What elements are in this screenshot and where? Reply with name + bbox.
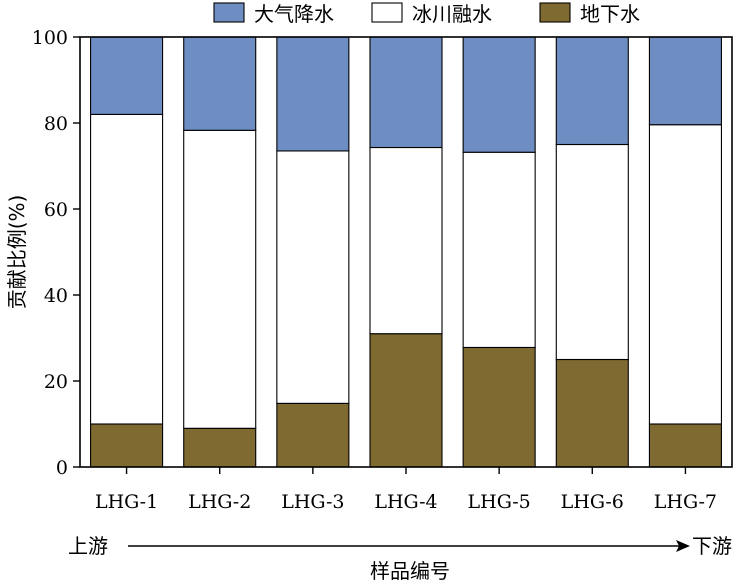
bars [90, 36, 722, 468]
bar-segment-lhg-1-s2 [90, 36, 164, 115]
bar-segment-lhg-6-s2 [555, 36, 629, 146]
x-tick-label: LHG-6 [561, 491, 624, 513]
x-axis-label: 样品编号 [370, 559, 450, 583]
legend-swatch [371, 2, 403, 23]
legend-label: 地下水 [580, 2, 640, 26]
x-tick-label: LHG-5 [468, 491, 531, 513]
legend: 大气降水 冰川融水 地下水 [213, 2, 640, 26]
legend-label: 冰川融水 [412, 2, 492, 26]
bar-segment-lhg-7-s1 [648, 124, 722, 425]
y-axis-ticks: 0 20 40 60 80 100 [32, 27, 80, 479]
x-tick-label: LHG-7 [654, 491, 717, 513]
bar-segment-lhg-6-s0 [555, 358, 629, 468]
bar-segment-lhg-3-s2 [276, 36, 350, 152]
flow-end-label: 下游 [692, 534, 732, 558]
y-tick-label: 60 [44, 199, 68, 221]
bar-segment-lhg-3-s1 [276, 150, 350, 404]
bar-segment-lhg-7-s2 [648, 36, 722, 126]
y-tick-label: 100 [32, 27, 68, 49]
bar-segment-lhg-7-s0 [648, 423, 722, 468]
bar-segment-lhg-2-s1 [183, 129, 257, 429]
x-tick-label: LHG-2 [188, 491, 251, 513]
x-tick-label: LHG-4 [374, 491, 437, 513]
y-tick-label: 40 [44, 285, 68, 307]
bar-segment-lhg-5-s1 [462, 151, 536, 349]
legend-swatch [213, 2, 245, 23]
bar-segment-lhg-4-s2 [369, 36, 443, 149]
flow-start-label: 上游 [68, 534, 108, 558]
bar-segment-lhg-6-s1 [555, 143, 629, 361]
bar-segment-lhg-4-s1 [369, 146, 443, 335]
bar-segment-lhg-5-s2 [462, 36, 536, 153]
y-tick-label: 20 [44, 371, 68, 393]
y-axis-label: 贡献比例(%) [5, 195, 29, 310]
legend-label: 大气降水 [254, 2, 334, 26]
y-tick-label: 80 [44, 113, 68, 135]
y-tick-label: 0 [56, 457, 68, 479]
bar-segment-lhg-3-s0 [276, 402, 350, 468]
bar-segment-lhg-1-s0 [90, 423, 164, 468]
x-tick-label: LHG-1 [95, 491, 158, 513]
x-tick-label: LHG-3 [281, 491, 344, 513]
bar-segment-lhg-5-s0 [462, 346, 536, 468]
bar-segment-lhg-4-s0 [369, 333, 443, 468]
bar-segment-lhg-1-s1 [90, 113, 164, 425]
legend-swatch [539, 2, 571, 23]
bar-segment-lhg-2-s0 [183, 427, 257, 468]
flow-arrow-head-icon [676, 540, 690, 552]
x-axis-ticks: LHG-1 LHG-2 LHG-3 LHG-4 LHG-5 LHG-6 LHG-7 [95, 467, 717, 513]
bar-segment-lhg-2-s2 [183, 36, 257, 131]
